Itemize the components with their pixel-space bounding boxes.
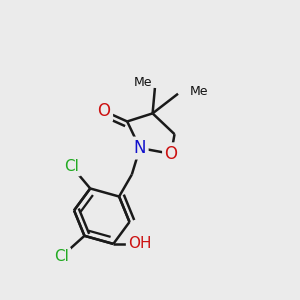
Text: Cl: Cl bbox=[54, 249, 69, 264]
Text: O: O bbox=[98, 102, 111, 120]
Text: Cl: Cl bbox=[64, 159, 79, 174]
Text: Me: Me bbox=[190, 85, 208, 98]
Text: O: O bbox=[165, 145, 178, 163]
Text: N: N bbox=[134, 139, 146, 157]
Text: OH: OH bbox=[128, 236, 152, 251]
Text: Me: Me bbox=[134, 76, 153, 89]
